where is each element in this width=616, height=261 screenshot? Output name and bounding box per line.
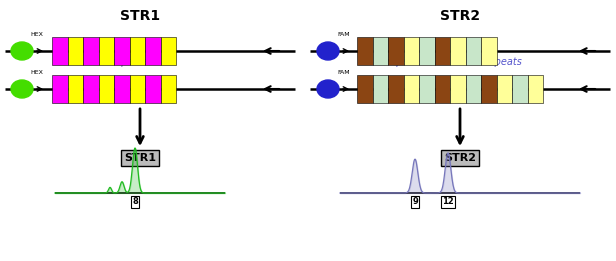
Bar <box>450 37 466 65</box>
Text: STR1: STR1 <box>124 153 156 163</box>
Bar <box>99 37 114 65</box>
Bar <box>83 75 99 103</box>
Text: FAM: FAM <box>337 70 350 75</box>
Bar <box>527 75 543 103</box>
Bar <box>145 37 161 65</box>
Bar <box>388 37 403 65</box>
Bar <box>403 75 419 103</box>
Bar <box>419 37 434 65</box>
Bar <box>114 75 129 103</box>
Bar <box>99 75 114 103</box>
Bar <box>129 37 145 65</box>
Bar <box>68 37 83 65</box>
Text: HEX: HEX <box>30 32 43 37</box>
Bar <box>403 37 419 65</box>
Text: FAM: FAM <box>337 32 350 37</box>
Bar <box>83 37 99 65</box>
Bar <box>161 37 176 65</box>
Bar <box>145 75 161 103</box>
Bar <box>481 37 496 65</box>
Bar <box>52 75 68 103</box>
Bar <box>434 37 450 65</box>
Text: 12 repeats: 12 repeats <box>469 57 521 67</box>
Bar <box>466 75 481 103</box>
Bar <box>481 75 496 103</box>
Bar <box>373 37 388 65</box>
Bar <box>161 75 176 103</box>
Text: 12: 12 <box>442 198 454 206</box>
Bar <box>466 37 481 65</box>
Bar <box>496 75 512 103</box>
Ellipse shape <box>317 42 339 60</box>
Ellipse shape <box>11 80 33 98</box>
Bar <box>114 37 129 65</box>
Bar <box>357 37 373 65</box>
Ellipse shape <box>11 42 33 60</box>
Text: 8: 8 <box>132 198 138 206</box>
Ellipse shape <box>317 80 339 98</box>
Text: 8 repeats: 8 repeats <box>102 57 148 67</box>
Bar <box>450 75 466 103</box>
Bar <box>68 75 83 103</box>
Bar <box>388 75 403 103</box>
Text: STR1: STR1 <box>120 9 160 23</box>
Bar <box>357 75 373 103</box>
Bar <box>129 75 145 103</box>
Bar <box>52 37 68 65</box>
Text: 9 repeats: 9 repeats <box>377 57 423 67</box>
Bar <box>419 75 434 103</box>
Text: STR2: STR2 <box>444 153 476 163</box>
Bar <box>373 75 388 103</box>
Text: STR2: STR2 <box>440 9 480 23</box>
Bar <box>512 75 527 103</box>
Text: 9: 9 <box>412 198 418 206</box>
Bar <box>434 75 450 103</box>
Text: HEX: HEX <box>30 70 43 75</box>
